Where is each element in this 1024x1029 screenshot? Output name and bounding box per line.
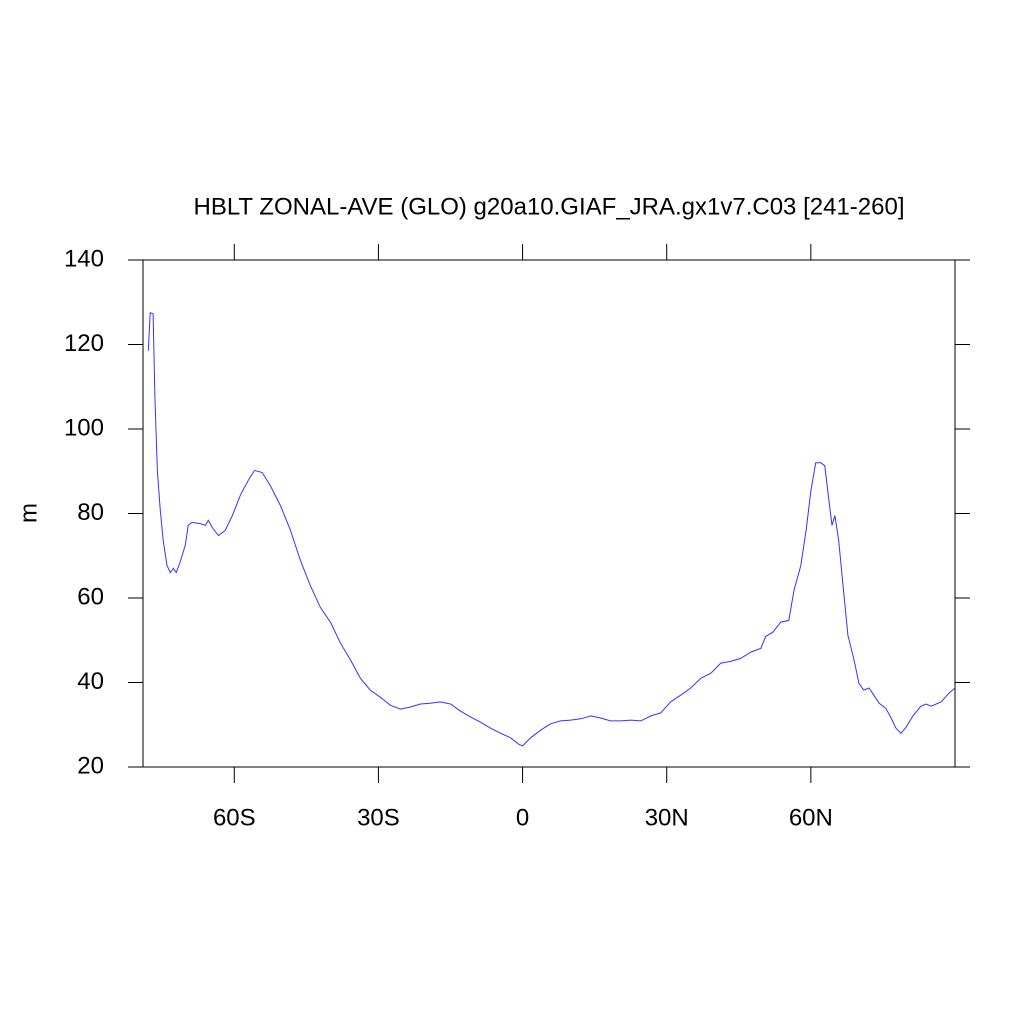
x-tick-label: 0 (516, 804, 529, 831)
x-tick-label: 60S (213, 804, 256, 831)
y-tick-label: 140 (64, 245, 104, 272)
x-tick-label: 60N (789, 804, 833, 831)
plot-frame (142, 259, 956, 768)
y-tick-label: 20 (77, 752, 104, 779)
x-tick-label: 30S (357, 804, 400, 831)
data-line (147, 312, 956, 747)
chart-title: HBLT ZONAL-AVE (GLO) g20a10.GIAF_JRA.gx1… (194, 193, 905, 220)
y-tick-label: 120 (64, 330, 104, 357)
x-tick-label: 30N (645, 804, 689, 831)
y-tick-label: 100 (64, 414, 104, 441)
y-tick-label: 80 (77, 499, 104, 526)
y-tick-label: 40 (77, 668, 104, 695)
y-axis-label: m (15, 503, 42, 523)
y-tick-label: 60 (77, 583, 104, 610)
